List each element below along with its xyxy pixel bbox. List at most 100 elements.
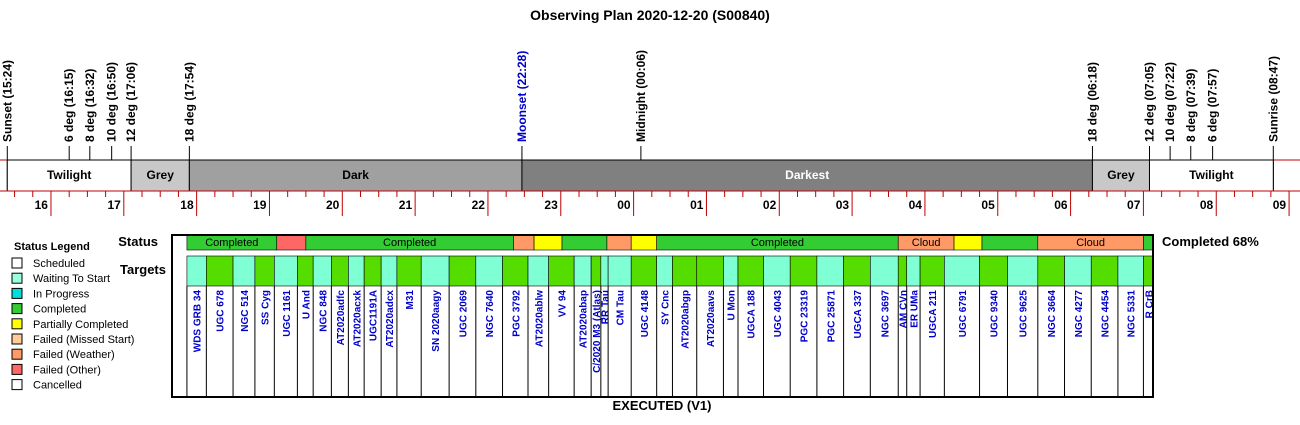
legend-item: Partially Completed (11, 318, 128, 331)
target-block (789, 255, 818, 287)
legend-item: Cancelled (11, 379, 82, 392)
legend-title: Status Legend (14, 241, 90, 253)
target-block (448, 255, 477, 287)
target-entry: SY Cnc (656, 255, 673, 397)
target-block (630, 255, 657, 287)
target-block (548, 255, 575, 287)
target-entry: NGC 3664 (1037, 255, 1065, 397)
hour-label: 20 (326, 198, 340, 212)
target-entry: UGC 6791 (943, 255, 980, 397)
sky-band-darkest: Darkest (521, 159, 1093, 192)
status-segment (1143, 234, 1154, 251)
target-block (870, 255, 899, 287)
hour-label: 02 (763, 198, 777, 212)
hour-label: 22 (472, 198, 486, 212)
status-segment (276, 234, 307, 251)
target-name: SS Cyg (261, 290, 272, 325)
target-block (979, 255, 1008, 287)
hour-label: 07 (1127, 198, 1141, 212)
target-block (1117, 255, 1144, 287)
target-name: UGCA 188 (747, 290, 758, 339)
target-name: PGC 23319 (800, 290, 811, 343)
legend-label: In Progress (33, 288, 90, 300)
target-name: NGC 4277 (1074, 290, 1085, 338)
target-entry: AT2020acxk (347, 255, 365, 397)
target-entry: AT2020abgp (671, 255, 698, 397)
target-block (1007, 255, 1039, 287)
target-name: UGCA 337 (853, 290, 864, 339)
legend-item: Waiting To Start (11, 272, 110, 285)
status-segment: Completed (186, 234, 278, 251)
sky-band-grey: Grey (130, 159, 190, 192)
hour-label: 17 (107, 198, 121, 212)
target-block (348, 255, 365, 287)
target-block (843, 255, 871, 287)
status-label: Cloud (912, 237, 941, 249)
legend-item: Scheduled (11, 257, 85, 270)
sky-band-label: Grey (147, 168, 175, 182)
target-block (1037, 255, 1065, 287)
status-label: Completed (751, 237, 804, 249)
target-entry: AT2020ablw (527, 255, 549, 397)
hour-label: 09 (1273, 198, 1287, 212)
target-entry: NGC 7640 (475, 255, 503, 397)
target-entry: M31 (396, 255, 422, 397)
target-block (331, 255, 349, 287)
target-name: UGC 4043 (773, 290, 784, 338)
event-label: 6 deg (16:15) (62, 69, 76, 142)
legend-swatch (11, 272, 23, 284)
target-entry: ER UMa (906, 255, 920, 397)
target-name: AT2020ablw (534, 290, 545, 347)
target-name: C/2020 M3 (Atlas) (592, 290, 603, 373)
status-segment (561, 234, 608, 251)
status-fill (561, 234, 608, 251)
target-name: NGC 7640 (485, 290, 496, 338)
target-entry: NGC 514 (232, 255, 256, 397)
target-name: NGC 514 (240, 290, 251, 332)
event-label: 12 deg (07:05) (1142, 62, 1156, 142)
sky-band-twilight: Twilight (1148, 159, 1274, 192)
target-entry: NGC 4277 (1064, 255, 1092, 397)
target-entry: NGC 5331 (1117, 255, 1144, 397)
target-name: AM CVn (898, 290, 909, 328)
status-fill (630, 234, 657, 251)
status-segment (606, 234, 632, 251)
hour-label: 03 (836, 198, 850, 212)
sky-band-grey: Grey (1091, 159, 1150, 192)
target-entry: UGC 9340 (979, 255, 1008, 397)
sky-band-dark: Dark (188, 159, 523, 192)
status-fill (606, 234, 632, 251)
status-segment: Cloud (1037, 234, 1144, 251)
target-name: AT2020abap (579, 290, 590, 348)
legend-label: Partially Completed (33, 319, 128, 331)
target-name: UGC 1161 (282, 290, 293, 337)
target-name: AT2020acxk (352, 290, 363, 348)
legend-swatch (11, 318, 23, 330)
target-entry: UGCA 211 (919, 255, 945, 397)
event-label: Sunset (15:24) (0, 60, 14, 142)
plan-title: Observing Plan 2020-12-20 (S00840) (530, 7, 770, 23)
legend-label: Scheduled (33, 258, 85, 270)
target-block (312, 255, 332, 287)
targets-row: WDS GRB 34 UGC 678 NGC 514 SS Cyg UGC 1161 U … (186, 255, 1155, 397)
target-name: AT2020adcx (385, 290, 396, 348)
legend-swatch (11, 333, 23, 345)
target-name: RR Tau (600, 290, 611, 324)
target-block (607, 255, 632, 287)
target-name: UGC 9625 (1019, 290, 1030, 338)
target-block (672, 255, 698, 287)
target-entry: WDS GRB 34 (186, 255, 207, 397)
target-block (1090, 255, 1119, 287)
target-block (816, 255, 844, 287)
legend-item: Failed (Weather) (11, 348, 115, 361)
target-entry: AT2020adfc (330, 255, 349, 397)
target-name: PGC 25871 (826, 290, 837, 343)
status-label: Completed (205, 237, 258, 249)
target-block (254, 255, 275, 287)
target-name: NGC 4454 (1101, 290, 1112, 338)
target-entry: CM Tau (607, 255, 632, 397)
status-label: Cloud (1076, 237, 1105, 249)
legend: Status Legend Scheduled Waiting To Start I… (11, 241, 134, 392)
target-entry: UGCA 337 (843, 255, 871, 397)
target-entry: UGC 9625 (1006, 255, 1039, 397)
